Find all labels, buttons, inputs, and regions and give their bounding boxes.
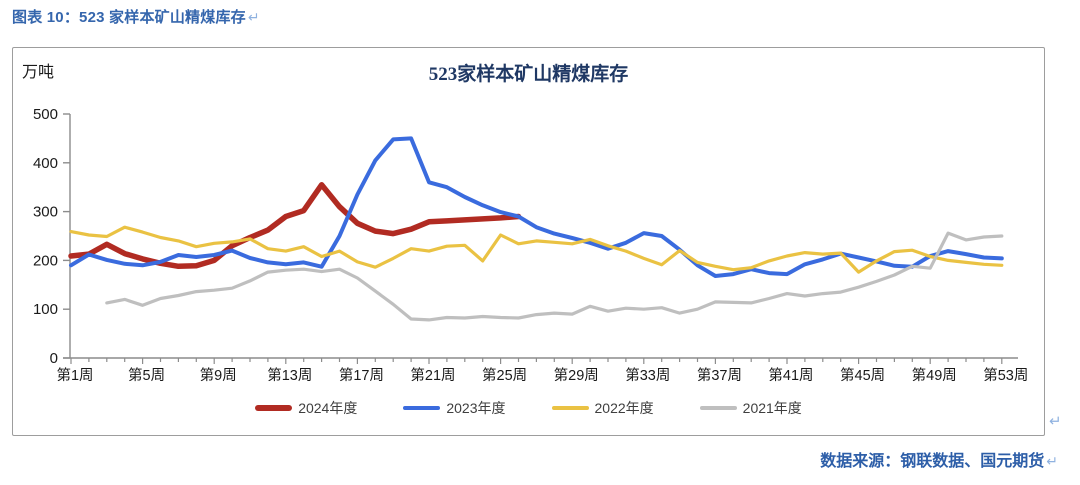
legend-item-2021年度: 2021年度 bbox=[699, 398, 802, 418]
x-tick-label: 第45周 bbox=[840, 366, 885, 384]
x-tick-label: 第13周 bbox=[267, 366, 312, 384]
legend-line-swatch bbox=[699, 406, 737, 410]
y-tick-label: 0 bbox=[50, 350, 58, 367]
legend-item-2022年度: 2022年度 bbox=[551, 398, 654, 418]
x-tick-label: 第1周 bbox=[56, 366, 93, 384]
series-line-2021年度 bbox=[105, 231, 1004, 322]
series-line-2023年度 bbox=[69, 136, 1004, 278]
chart-frame: 万吨 523家样本矿山精煤库存 0 100 200 300 400 500 第1周 第5周 第9… bbox=[12, 47, 1045, 436]
y-tick-label: 100 bbox=[33, 301, 58, 318]
data-source-text: 数据来源：钢联数据、国元期货 bbox=[820, 453, 1045, 470]
series-line-2022年度 bbox=[69, 225, 1004, 274]
x-tick-label: 第41周 bbox=[768, 366, 813, 384]
figure-caption-text: 图表 10：523 家样本矿山精煤库存 bbox=[12, 9, 246, 26]
y-tick-label: 200 bbox=[33, 252, 58, 269]
legend-label: 2021年度 bbox=[742, 400, 802, 416]
return-mark-icon: ↵ bbox=[1049, 413, 1062, 430]
x-tick-label: 第25周 bbox=[482, 366, 527, 384]
chart-title: 523家样本矿山精煤库存 bbox=[428, 64, 629, 85]
x-tick-label: 第37周 bbox=[697, 366, 742, 384]
legend-line-swatch bbox=[403, 406, 441, 410]
y-tick-label: 300 bbox=[33, 204, 58, 221]
legend-item-2023年度: 2023年度 bbox=[403, 398, 506, 418]
legend: 2024年度 2023年度 2022年度 2021年度 bbox=[13, 398, 1044, 418]
legend-label: 2023年度 bbox=[446, 400, 506, 416]
x-tick-label: 第9周 bbox=[200, 366, 237, 384]
series-line-2024年度 bbox=[68, 182, 522, 270]
plot-area: 0 100 200 300 400 500 第1周 第5周 第9周 第13周 第17周 第21周 第25… bbox=[33, 106, 1028, 384]
x-tick-label: 第17周 bbox=[339, 366, 384, 384]
legend-line-swatch bbox=[551, 406, 589, 410]
legend-label: 2024年度 bbox=[298, 400, 358, 416]
figure-caption: 图表 10：523 家样本矿山精煤库存 ↵ bbox=[12, 6, 260, 27]
legend-item-2024年度: 2024年度 bbox=[255, 398, 357, 418]
data-source: 数据来源：钢联数据、国元期货 ↵ bbox=[820, 447, 1058, 471]
legend-line-swatch bbox=[255, 405, 293, 411]
y-axis-unit-label: 万吨 bbox=[22, 64, 55, 81]
return-mark-icon: ↵ bbox=[1046, 453, 1058, 469]
y-tick-label: 500 bbox=[33, 106, 58, 123]
x-tick-label: 第5周 bbox=[128, 366, 165, 384]
return-mark-icon: ↵ bbox=[247, 9, 260, 25]
x-tick-label: 第49周 bbox=[912, 366, 957, 384]
y-tick-label: 400 bbox=[33, 155, 58, 172]
legend-label: 2022年度 bbox=[594, 400, 654, 416]
x-tick-label: 第53周 bbox=[983, 366, 1028, 384]
x-tick-label: 第29周 bbox=[554, 366, 599, 384]
x-tick-label: 第33周 bbox=[625, 366, 670, 384]
x-tick-label: 第21周 bbox=[410, 366, 455, 384]
